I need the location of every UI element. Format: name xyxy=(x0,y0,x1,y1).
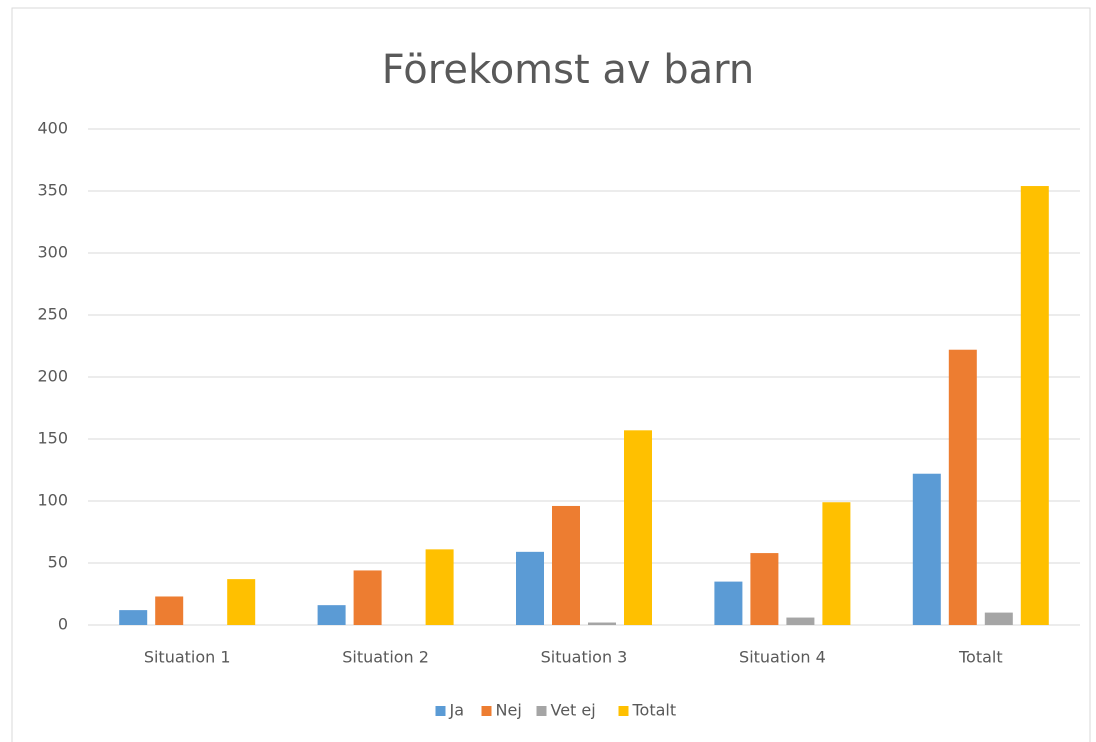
y-tick-label: 100 xyxy=(37,491,68,510)
bar xyxy=(822,502,851,625)
chart-title: Förekomst av barn xyxy=(382,47,755,93)
bar xyxy=(516,551,544,625)
bar xyxy=(317,605,346,625)
x-tick-label: Situation 3 xyxy=(541,648,628,667)
y-tick-label: 400 xyxy=(37,119,68,138)
legend-swatch xyxy=(536,706,547,716)
chart-border xyxy=(11,7,1091,742)
bar xyxy=(714,581,743,625)
bar xyxy=(948,349,977,625)
bar xyxy=(552,505,580,625)
bar xyxy=(984,612,1013,625)
legend-label: Totalt xyxy=(632,701,677,720)
x-tick-label: Situation 1 xyxy=(144,648,231,667)
bar xyxy=(119,610,148,625)
legend-label: Nej xyxy=(496,701,522,720)
legend-label: Vet ej xyxy=(551,701,596,720)
legend-swatch xyxy=(481,706,492,716)
x-tick-label: Totalt xyxy=(958,648,1003,667)
bar xyxy=(155,596,184,625)
x-tick-label: Situation 2 xyxy=(342,648,429,667)
bar xyxy=(353,570,382,625)
y-tick-label: 200 xyxy=(37,367,68,386)
bar xyxy=(624,430,652,625)
bar xyxy=(425,549,454,625)
bar xyxy=(912,473,941,625)
legend-swatch xyxy=(435,706,446,716)
y-tick-label: 0 xyxy=(58,615,68,634)
y-tick-label: 300 xyxy=(37,243,68,262)
y-tick-label: 250 xyxy=(37,305,68,324)
bar xyxy=(786,617,815,625)
y-tick-label: 350 xyxy=(37,181,68,200)
legend-label: Ja xyxy=(449,701,465,720)
bar xyxy=(227,579,256,625)
y-tick-label: 50 xyxy=(48,553,68,572)
bar xyxy=(750,553,779,625)
legend-swatch xyxy=(618,706,629,716)
bar xyxy=(1020,186,1049,626)
y-tick-label: 150 xyxy=(37,429,68,448)
x-tick-label: Situation 4 xyxy=(739,648,826,667)
bar xyxy=(588,622,616,625)
